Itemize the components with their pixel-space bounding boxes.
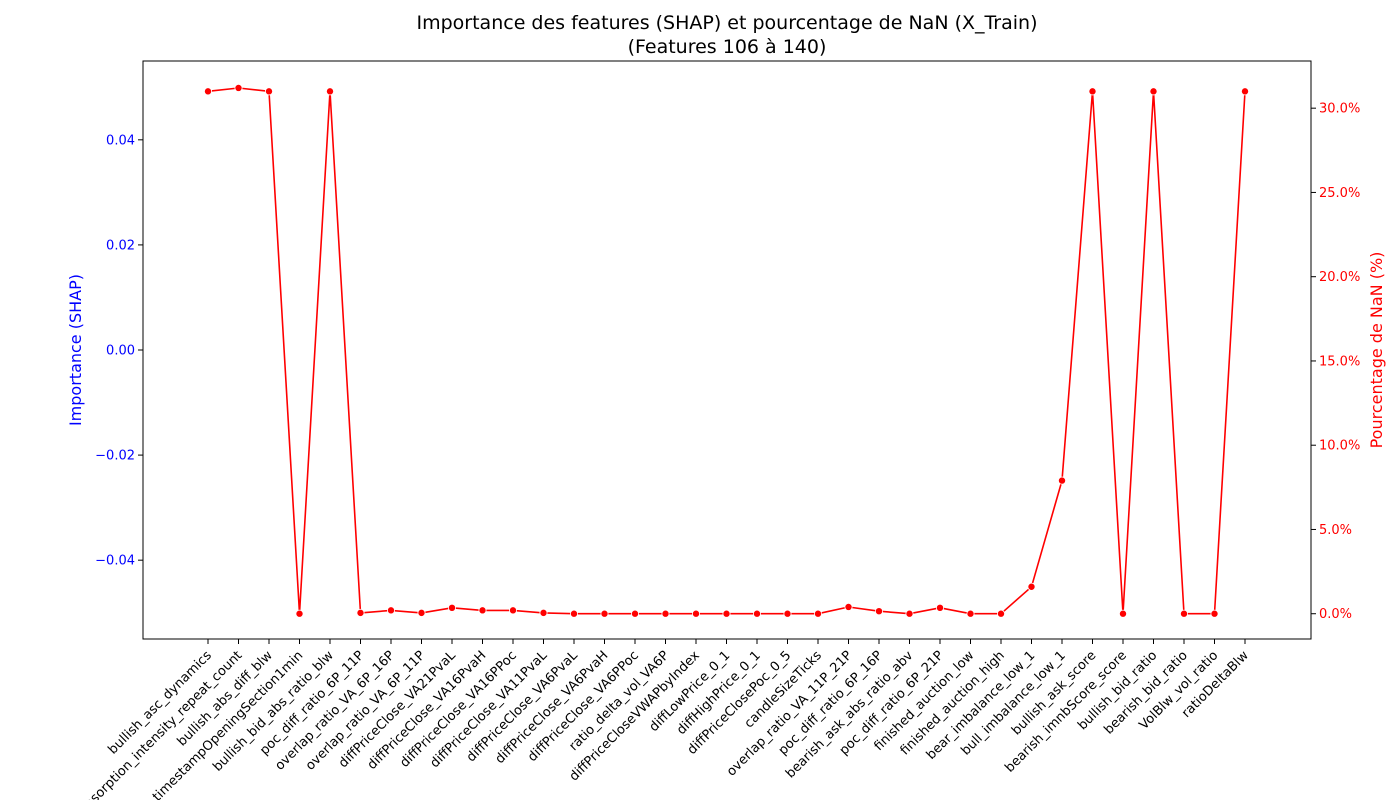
nan-percentage-point xyxy=(844,602,853,611)
right-tick-label: 0.0% xyxy=(1319,607,1352,622)
left-tick-label: −0.02 xyxy=(95,449,135,464)
right-axis-ticks: 0.0% 5.0% 10.0% 15.0% 20.0% 25.0% 30.0% xyxy=(1311,102,1360,622)
nan-percentage-point xyxy=(600,609,609,618)
nan-percentage-point xyxy=(1241,87,1250,96)
series-layer xyxy=(203,83,1250,618)
x-axis-ticks: bullish_asc_dynamicsabsorption_intensity… xyxy=(76,639,1252,800)
right-axis-label: Pourcentage de NaN (%) xyxy=(1367,252,1386,449)
nan-percentage-point xyxy=(264,87,273,96)
nan-percentage-point xyxy=(478,606,487,615)
nan-percentage-point xyxy=(295,609,304,618)
left-tick-label: 0.02 xyxy=(106,238,135,253)
nan-percentage-point xyxy=(966,609,975,618)
nan-percentage-point xyxy=(997,609,1006,618)
nan-percentage-point xyxy=(631,609,640,618)
nan-percentage-point xyxy=(325,87,334,96)
nan-percentage-point xyxy=(875,607,884,616)
right-tick-label: 20.0% xyxy=(1319,270,1360,285)
nan-percentage-point xyxy=(1027,582,1036,591)
right-tick-label: 15.0% xyxy=(1319,354,1360,369)
plot-frame xyxy=(142,60,1312,640)
nan-percentage-point xyxy=(447,603,456,612)
left-axis-ticks: −0.04 −0.02 0.00 0.02 0.04 xyxy=(95,133,143,569)
nan-percentage-point xyxy=(936,603,945,612)
nan-percentage-point xyxy=(508,606,517,615)
nan-percentage-point xyxy=(1180,609,1189,618)
nan-percentage-point xyxy=(356,608,365,617)
chart-subtitle: (Features 106 à 140) xyxy=(628,36,827,58)
nan-percentage-point xyxy=(203,87,212,96)
left-tick-label: −0.04 xyxy=(95,554,135,569)
nan-percentage-point xyxy=(386,606,395,615)
nan-percentage-point xyxy=(783,609,792,618)
nan-percentage-point xyxy=(570,609,579,618)
nan-percentage-point xyxy=(1149,87,1158,96)
nan-percentage-point xyxy=(814,609,823,618)
nan-percentage-point xyxy=(1119,609,1128,618)
nan-percentage-point xyxy=(1210,609,1219,618)
left-axis-label: Importance (SHAP) xyxy=(66,274,85,426)
nan-percentage-point xyxy=(661,609,670,618)
chart-title: Importance des features (SHAP) et pource… xyxy=(417,12,1038,34)
right-tick-label: 25.0% xyxy=(1319,186,1360,201)
nan-percentage-line xyxy=(207,87,1246,615)
right-tick-label: 30.0% xyxy=(1319,102,1360,117)
nan-percentage-point xyxy=(417,608,426,617)
nan-percentage-point xyxy=(692,609,701,618)
left-tick-label: 0.04 xyxy=(106,133,135,148)
right-tick-label: 10.0% xyxy=(1319,439,1360,454)
nan-percentage-point xyxy=(905,609,914,618)
nan-percentage-point xyxy=(1088,87,1097,96)
nan-percentage-point xyxy=(1058,476,1067,485)
nan-percentage-point xyxy=(234,83,243,92)
right-tick-label: 5.0% xyxy=(1319,523,1352,538)
nan-percentage-point xyxy=(539,608,548,617)
nan-percentage-point xyxy=(753,609,762,618)
left-tick-label: 0.00 xyxy=(106,344,135,359)
nan-percentage-point xyxy=(722,609,731,618)
